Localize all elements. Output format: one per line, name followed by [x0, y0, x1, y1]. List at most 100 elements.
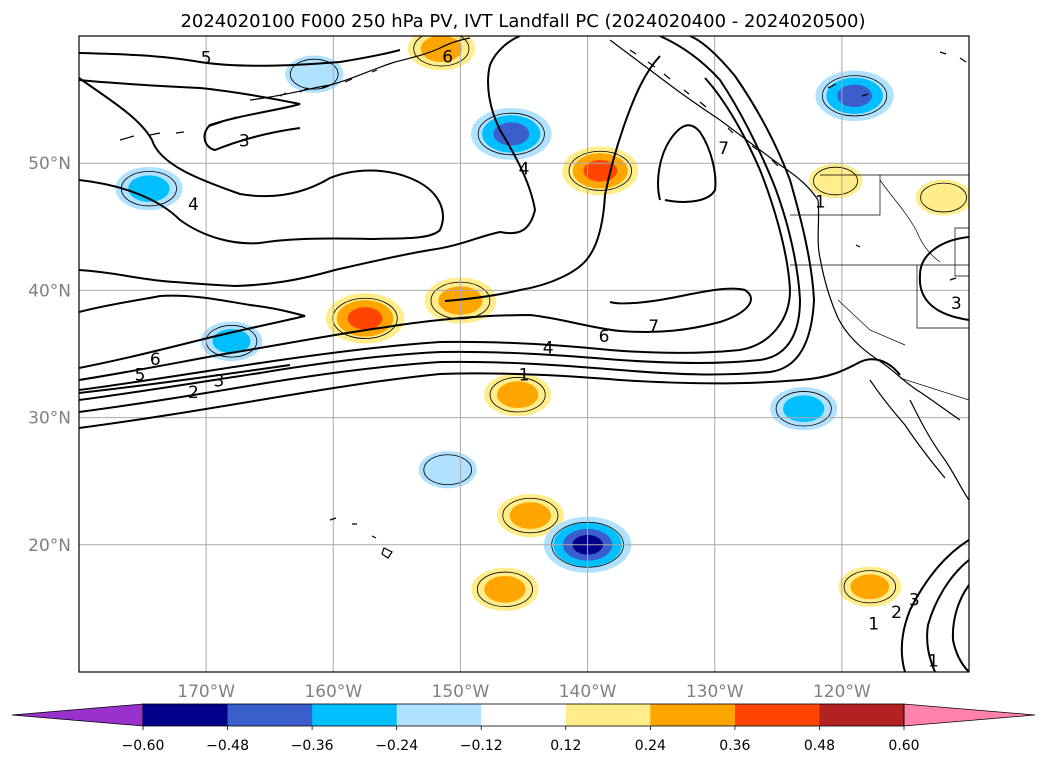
colorbar-segment — [396, 704, 482, 726]
ivt-anomaly-outline — [413, 36, 470, 67]
colorbar-segment — [650, 704, 736, 726]
pv-contour-label: 4 — [188, 195, 199, 215]
ivt-anomaly-outline — [813, 166, 858, 196]
ivt-anomaly — [115, 167, 183, 211]
ivt-anomaly-band — [509, 502, 552, 529]
pv-contour-label: 4 — [519, 159, 530, 179]
ivt-anomaly — [471, 567, 539, 611]
colorbar-tick-label: −0.36 — [291, 738, 334, 754]
ivt-anomaly — [770, 387, 838, 431]
lon-tick-label: 170°W — [177, 682, 235, 702]
pv-contour-label: 4 — [543, 339, 554, 359]
pv-contour-label: 5 — [201, 49, 212, 69]
ivt-anomaly-outline — [920, 182, 967, 213]
ivt-anomaly — [815, 70, 894, 121]
colorbar-segment — [481, 704, 567, 726]
ivt-anomaly-outline — [568, 150, 632, 191]
ivt-anomaly-band — [347, 307, 383, 330]
pv-contour-label: 2 — [188, 383, 199, 403]
colorbar-tick-label: 0.24 — [635, 738, 666, 754]
ivt-anomaly-outline — [477, 112, 545, 156]
pv-contour-label: 3 — [213, 372, 224, 392]
ivt-anomaly-band — [496, 381, 539, 408]
lat-tick-label: 40°N — [28, 281, 71, 301]
gridlines — [79, 36, 969, 672]
ivt-anomaly-outline — [775, 391, 832, 427]
political-borders — [790, 174, 969, 401]
pv-contour-label: 3 — [951, 294, 962, 314]
pv-contour-label: 1 — [519, 365, 530, 385]
ivt-anomaly-outline — [843, 570, 896, 604]
ivt-anomaly-band — [915, 179, 969, 216]
pv-contour-label: 6 — [442, 47, 453, 67]
colorbar-segment — [143, 704, 229, 726]
lat-tick-label: 50°N — [28, 154, 71, 174]
ivt-anomaly-band — [418, 451, 477, 489]
lon-tick-label: 120°W — [813, 682, 871, 702]
ivt-anomaly — [484, 373, 552, 417]
ivt-anomaly-layer — [115, 36, 969, 611]
lat-tick-label: 30°N — [28, 409, 71, 429]
ivt-anomaly-band — [837, 84, 872, 107]
pv-contour-label: 6 — [599, 327, 610, 347]
colorbar-tick-label: −0.60 — [122, 738, 165, 754]
lon-tick-label: 130°W — [686, 682, 744, 702]
chart-title: 2024020100 F000 250 hPa PV, IVT Landfall… — [180, 11, 865, 32]
latitude-axis: 20°N 30°N 40°N 50°N — [28, 154, 71, 556]
pv-contour-label: 1 — [815, 192, 826, 212]
colorbar-tick-label: 0.12 — [550, 738, 581, 754]
pv-contour-label: 6 — [150, 350, 161, 370]
colorbar-tick-label: 0.36 — [719, 738, 750, 754]
lon-tick-label: 150°W — [432, 682, 490, 702]
colorbar-tick-label: 0.60 — [888, 738, 919, 754]
ivt-anomaly-band — [493, 122, 530, 146]
colorbar-frame — [142, 703, 905, 727]
lon-tick-label: 160°W — [304, 682, 362, 702]
pv-contour-label: 1 — [868, 615, 879, 635]
pv-contour-label: 7 — [648, 317, 659, 337]
map-frame — [78, 35, 970, 673]
pv-contour-label: 1 — [928, 652, 939, 672]
ivt-anomaly — [496, 493, 564, 538]
ivt-anomaly-band — [783, 395, 825, 422]
ivt-anomaly-band — [285, 55, 344, 93]
ivt-anomaly-outline — [502, 497, 559, 534]
colorbar-segment — [734, 704, 820, 726]
ivt-anomaly-outline — [289, 58, 339, 90]
colorbar-extend-low — [11, 703, 144, 727]
ivt-anomaly — [470, 108, 552, 160]
longitude-axis: 170°W 160°W 150°W 140°W 130°W 120°W — [177, 682, 871, 702]
ivt-anomaly — [915, 179, 969, 216]
lon-tick-label: 140°W — [559, 682, 617, 702]
colorbar-tick-label: −0.24 — [375, 738, 418, 754]
ivt-anomaly-band — [484, 576, 526, 603]
colorbar-tick-label: −0.48 — [206, 738, 249, 754]
ivt-anomaly-band — [808, 163, 863, 199]
ivt-anomaly-outline — [476, 571, 533, 607]
ivt-anomaly-outline — [821, 75, 888, 117]
pv-contour-label: 3 — [239, 131, 250, 151]
ivt-anomaly-outline — [423, 454, 473, 486]
ivt-anomaly-band — [850, 574, 890, 600]
pv-contour-label: 5 — [135, 365, 146, 385]
pv-contour-label: 3 — [909, 590, 920, 610]
pv-contour-label: 2 — [891, 603, 902, 623]
colorbar-tick-label: −0.12 — [460, 738, 503, 754]
ivt-anomaly-outline — [489, 377, 546, 413]
ivt-anomaly — [325, 293, 405, 344]
ivt-anomaly — [838, 566, 902, 607]
ivt-anomaly — [418, 451, 477, 489]
pv-contours — [79, 36, 969, 672]
pv-contour-label: 7 — [718, 139, 729, 159]
lat-tick-label: 20°N — [28, 536, 71, 556]
colorbar-tick-label: 0.48 — [804, 738, 835, 754]
colorbar-segment — [565, 704, 651, 726]
colorbar: −0.60 −0.48 −0.36 −0.24 −0.12 0.12 0.24 0.36 0.4… — [11, 703, 1036, 754]
ivt-anomaly — [285, 55, 344, 93]
ivt-anomaly-band — [128, 175, 170, 202]
colorbar-segment — [312, 704, 398, 726]
ivt-anomaly — [562, 146, 639, 196]
colorbar-segment — [819, 704, 905, 726]
